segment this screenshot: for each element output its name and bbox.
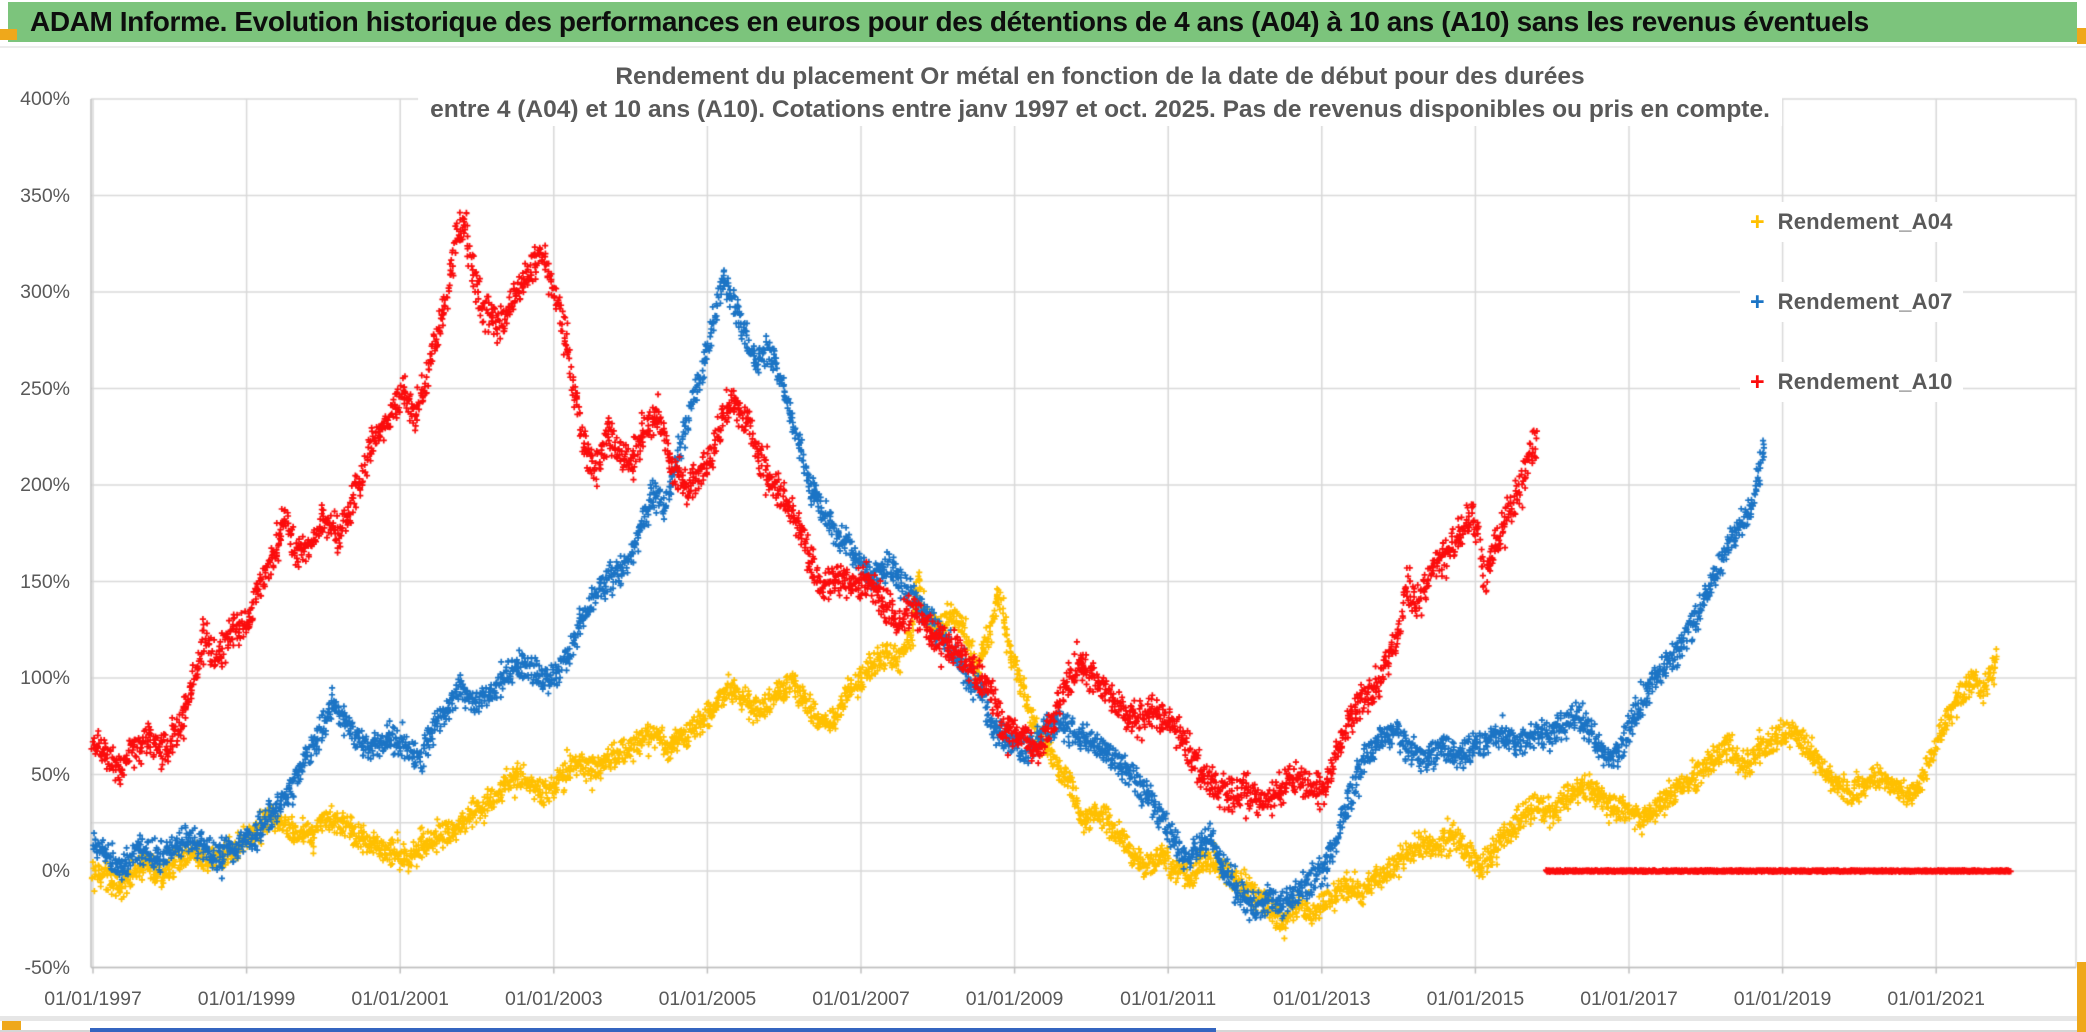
- y-axis-tick-label: 150%: [20, 570, 70, 593]
- x-axis-tick-label: 01/01/2001: [351, 988, 449, 1010]
- plus-marker-icon: +: [1750, 288, 1765, 316]
- y-axis-tick-label: 200%: [20, 474, 70, 496]
- orange-accent-bottom-left: [2, 1021, 21, 1030]
- y-axis-tick-label: 300%: [20, 281, 70, 303]
- x-axis-tick-label: 01/01/2007: [812, 988, 910, 1010]
- y-axis-tick-label: 400%: [20, 88, 70, 110]
- x-axis-tick-label: 01/01/1997: [44, 988, 142, 1010]
- x-axis-tick-label: 01/01/2003: [504, 988, 603, 1010]
- legend-item-rendement_a04[interactable]: + Rendement_A04: [1740, 202, 1963, 242]
- x-axis-tick-label: 01/01/2015: [1426, 988, 1525, 1010]
- y-axis-tick-label: 0%: [41, 860, 70, 882]
- x-axis-tick-label: 01/01/2005: [658, 988, 757, 1010]
- legend-item-rendement_a10[interactable]: + Rendement_A10: [1740, 362, 1963, 402]
- x-axis-tick-label: 01/01/2009: [965, 988, 1064, 1010]
- y-axis-tick-label: 250%: [20, 377, 70, 400]
- plus-marker-icon: +: [1750, 208, 1765, 236]
- chart-title-line2: entre 4 (A04) et 10 ans (A10). Cotations…: [430, 96, 1770, 123]
- chart-legend: + Rendement_A04 + Rendement_A07 + Rendement_A…: [1740, 202, 1963, 442]
- chart-title-line1: Rendement du placement Or métal en fonct…: [615, 63, 1585, 90]
- y-axis-tick-label: 350%: [20, 184, 70, 207]
- x-axis-tick-label: 01/01/1999: [197, 988, 296, 1010]
- legend-label: Rendement_A10: [1777, 369, 1953, 394]
- x-axis-tick-label: 01/01/2019: [1733, 988, 1832, 1010]
- y-axis-tick-label: 100%: [20, 667, 70, 689]
- plus-marker-icon: +: [1750, 368, 1765, 396]
- header-title: ADAM Informe. Evolution historique des p…: [30, 6, 1869, 37]
- horizontal-scrollbar-thumb[interactable]: [90, 1028, 1216, 1032]
- y-axis-tick-label: -50%: [24, 956, 70, 979]
- bottom-gray-band: [0, 1016, 2086, 1021]
- x-axis-tick-label: 01/01/2011: [1120, 988, 1217, 1010]
- y-axis-tick-label: 50%: [30, 763, 70, 786]
- legend-label: Rendement_A07: [1777, 289, 1953, 314]
- x-axis-tick-label: 01/01/2017: [1580, 988, 1678, 1010]
- legend-item-rendement_a07[interactable]: + Rendement_A07: [1740, 282, 1963, 322]
- orange-accent-top-right: [2077, 28, 2086, 44]
- x-axis-tick-label: 01/01/2013: [1272, 988, 1371, 1010]
- chart-title[interactable]: Rendement du placement Or métal en fonct…: [418, 60, 1782, 126]
- header-divider: [0, 46, 2086, 48]
- orange-accent-top-left: [0, 29, 17, 40]
- x-axis-tick-label: 01/01/2021: [1887, 988, 1985, 1010]
- legend-label: Rendement_A04: [1777, 209, 1953, 234]
- header-bar: ADAM Informe. Evolution historique des p…: [8, 2, 2077, 42]
- orange-accent-right-edge: [2077, 962, 2086, 1032]
